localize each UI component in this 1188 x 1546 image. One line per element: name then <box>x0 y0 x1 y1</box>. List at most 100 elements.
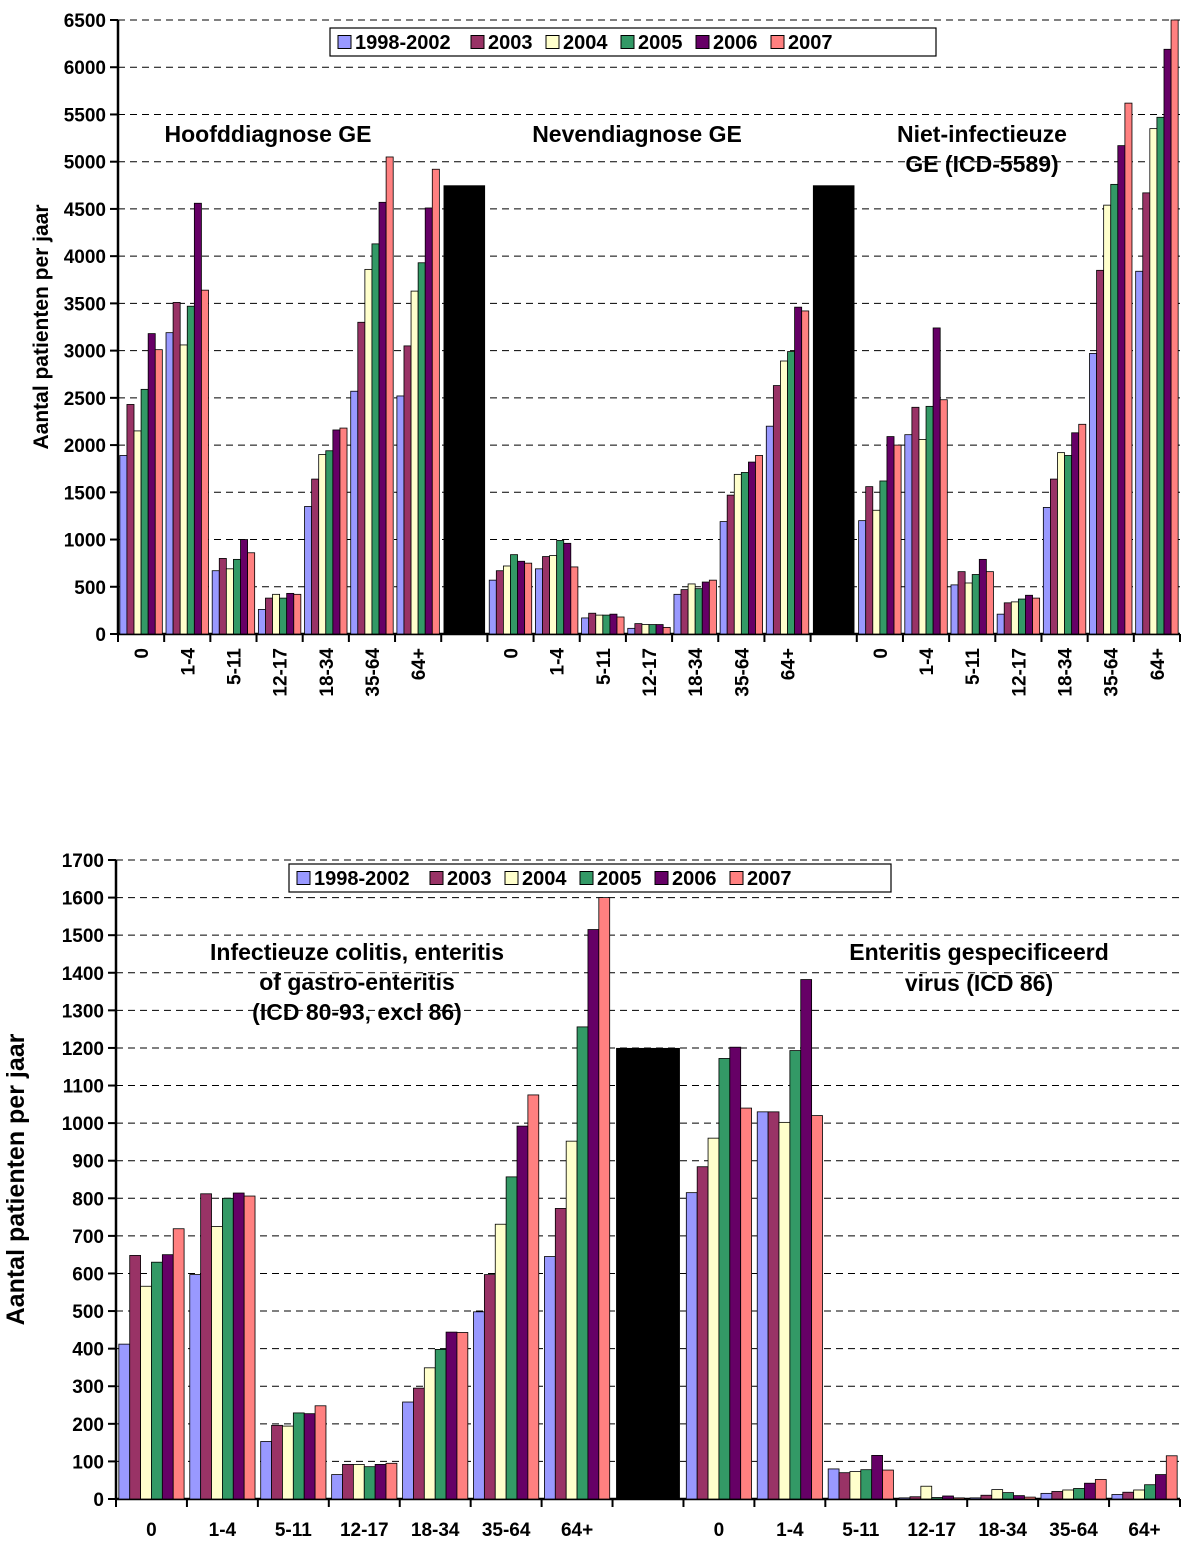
bar-1998-2002-5-11 <box>950 584 959 635</box>
y-tick-label: 6000 <box>64 58 106 79</box>
bar-2005-0 <box>718 1058 731 1500</box>
x-tick-label: 64+ <box>1128 1520 1160 1541</box>
legend-swatch-1998-2002 <box>337 35 352 49</box>
bar-2004-18-34 <box>423 1367 436 1500</box>
bar-2007-5-11 <box>616 616 625 635</box>
bar-2007-0 <box>172 1228 185 1500</box>
bar-1998-2002-1-4 <box>189 1274 202 1500</box>
bar-2007-35-64 <box>755 455 763 635</box>
bar-2007-12-17 <box>662 626 671 635</box>
bar-2004-18-34 <box>687 583 696 635</box>
bar-2007-18-34 <box>456 1332 469 1500</box>
legend-swatch-2007 <box>770 35 785 49</box>
bar-2006-5-11 <box>978 558 987 635</box>
bar-2004-0 <box>872 509 881 635</box>
y-tick-label: 3000 <box>64 342 106 363</box>
x-tick-label: 5-11 <box>842 1520 879 1541</box>
y-tick-label: 1700 <box>62 851 104 872</box>
bar-1998-2002-0 <box>685 1192 698 1500</box>
bar-2003-1-4 <box>200 1193 212 1500</box>
bar-2004-64+ <box>1149 128 1158 635</box>
bar-1998-2002-5-11 <box>581 617 590 635</box>
bar-1998-2002-35-64 <box>350 390 359 635</box>
bar-2004-18-34 <box>1057 452 1065 635</box>
bar-2003-64+ <box>403 345 412 635</box>
bar-1998-2002-12-17 <box>898 1497 911 1500</box>
x-tick-label: 0 <box>146 1520 157 1541</box>
bar-2005-12-17 <box>279 597 288 635</box>
bar-2003-1-4 <box>172 302 181 635</box>
legend-swatch-1998-2002 <box>296 871 311 885</box>
bar-2007-5-11 <box>314 1405 327 1500</box>
bar-2005-0 <box>151 1261 163 1500</box>
bar-2006-5-11 <box>871 1454 883 1500</box>
bar-2003-18-34 <box>413 1387 425 1500</box>
y-tick-label: 5000 <box>64 153 106 174</box>
panel-label: Hoofddiagnose GE <box>165 121 372 147</box>
y-tick-label: 1000 <box>62 1114 104 1135</box>
bar-2004-35-64 <box>733 473 742 635</box>
panel-label: (ICD 80-93, excl 86) <box>252 999 462 1025</box>
bar-2005-12-17 <box>931 1497 944 1500</box>
legend-label-2007: 2007 <box>747 868 792 890</box>
x-tick-label: 12-17 <box>907 1520 956 1541</box>
bar-1998-2002-35-64 <box>1089 353 1097 635</box>
bar-1998-2002-0 <box>118 1343 131 1500</box>
bar-2004-35-64 <box>1103 204 1112 635</box>
bar-2007-18-34 <box>1024 1496 1036 1500</box>
bar-2006-1-4 <box>193 202 202 635</box>
panel-label: GE (ICD-5589) <box>905 151 1058 177</box>
x-tick-label: 64+ <box>779 648 800 680</box>
bar-2004-18-34 <box>991 1489 1004 1500</box>
x-tick-label: 1-4 <box>548 648 569 676</box>
bar-2006-64+ <box>1155 1474 1167 1500</box>
y-tick-label: 600 <box>72 1264 104 1285</box>
legend-label-2004: 2004 <box>563 32 608 54</box>
bar-1998-2002-64+ <box>396 395 405 635</box>
bar-2003-35-64 <box>726 494 735 635</box>
bar-2004-12-17 <box>352 1464 365 1500</box>
y-tick-label: 700 <box>72 1227 104 1248</box>
bar-2003-0 <box>126 404 135 635</box>
bar-2003-18-34 <box>311 478 320 635</box>
bar-2003-12-17 <box>909 1496 922 1500</box>
bar-1998-2002-18-34 <box>673 593 682 635</box>
chart-bottom: 0100200300400500600700800900100011001200… <box>2 851 1181 1541</box>
bar-2003-64+ <box>1122 1491 1135 1500</box>
bar-1998-2002-5-11 <box>827 1468 840 1500</box>
bar-2006-18-34 <box>1013 1495 1025 1500</box>
bar-1998-2002-64+ <box>1135 270 1144 635</box>
bar-1998-2002-12-17 <box>257 609 266 635</box>
bar-2003-12-17 <box>265 597 273 635</box>
bar-2003-12-17 <box>1003 602 1012 635</box>
y-tick-label: 3500 <box>64 294 106 315</box>
bar-2006-18-34 <box>1071 432 1080 635</box>
bar-2006-35-64 <box>378 201 387 635</box>
separator-bar <box>812 185 855 635</box>
bar-2003-64+ <box>554 1208 567 1500</box>
bar-2007-64+ <box>598 897 611 1500</box>
bar-2007-18-34 <box>708 579 717 635</box>
bar-2007-0 <box>154 349 163 635</box>
y-tick-label: 0 <box>95 625 106 646</box>
bar-2006-12-17 <box>374 1464 387 1500</box>
bar-2005-1-4 <box>221 1197 234 1500</box>
bar-2004-64+ <box>780 360 788 635</box>
bar-2006-5-11 <box>609 613 618 635</box>
legend-swatch-2003 <box>429 871 444 885</box>
bar-2005-35-64 <box>371 243 380 635</box>
panel-label: Nevendiagnose GE <box>532 121 742 147</box>
bar-2006-0 <box>161 1254 174 1500</box>
x-tick-label: 5-11 <box>963 648 984 685</box>
bar-2006-64+ <box>587 929 600 1500</box>
bar-2003-18-34 <box>980 1494 993 1500</box>
legend-label-2003: 2003 <box>488 32 533 54</box>
bar-1998-2002-1-4 <box>535 568 543 635</box>
bar-1998-2002-35-64 <box>1040 1492 1053 1500</box>
bar-2005-64+ <box>576 1026 589 1500</box>
x-tick-label: 64+ <box>561 1520 593 1541</box>
bar-2003-1-4 <box>542 556 550 635</box>
legend-swatch-2004 <box>545 35 560 49</box>
y-tick-label: 2500 <box>64 389 106 410</box>
bar-2006-35-64 <box>748 461 756 635</box>
